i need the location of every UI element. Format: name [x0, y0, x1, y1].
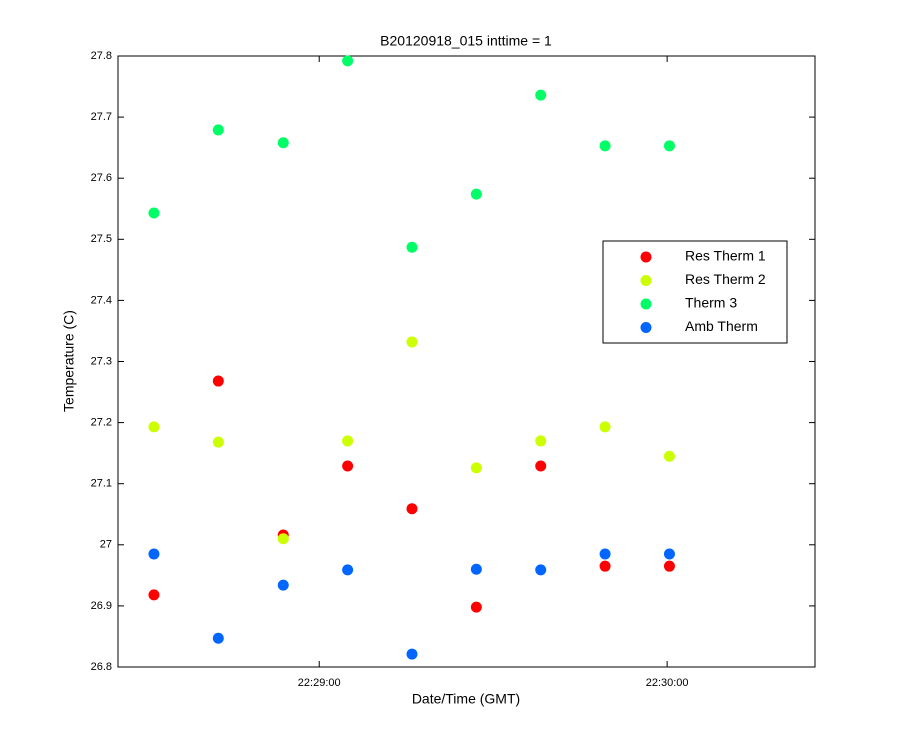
- y-tick-label: 27.2: [91, 417, 112, 429]
- point: [212, 375, 224, 387]
- y-tick-label: 26.9: [91, 600, 112, 612]
- legend-swatch: [640, 251, 652, 263]
- point: [470, 462, 482, 474]
- point: [470, 563, 482, 575]
- chart-title: B20120918_015 inttime = 1: [380, 33, 552, 49]
- y-tick-label: 27.7: [91, 111, 112, 123]
- point: [342, 564, 354, 576]
- point: [535, 435, 547, 447]
- plot-area: [117, 55, 816, 668]
- point: [535, 460, 547, 472]
- y-tick-label: 27: [100, 539, 112, 551]
- y-tick-label: 26.8: [91, 661, 112, 673]
- point: [599, 548, 611, 560]
- y-tick-label: 27.4: [91, 294, 112, 306]
- legend-swatch: [640, 322, 652, 333]
- point: [663, 140, 675, 152]
- point: [406, 503, 418, 515]
- legend-box: [602, 240, 788, 344]
- y-tick-label: 27.8: [91, 50, 112, 62]
- point: [212, 632, 224, 644]
- point: [663, 560, 675, 572]
- point: [535, 564, 547, 576]
- point: [470, 188, 482, 200]
- point: [599, 421, 611, 433]
- point: [148, 207, 160, 219]
- point: [535, 89, 547, 101]
- y-tick-label: 27.6: [91, 172, 112, 184]
- legend-label: Amb Therm: [685, 318, 758, 334]
- point: [277, 533, 289, 545]
- legend-label: Res Therm 1: [685, 248, 766, 264]
- point: [663, 450, 675, 462]
- legend-label: Res Therm 2: [685, 271, 766, 287]
- point: [406, 336, 418, 348]
- point: [148, 421, 160, 433]
- point: [212, 436, 224, 448]
- y-tick-label: 27.1: [91, 478, 112, 490]
- legend-label: Therm 3: [685, 295, 737, 311]
- point: [277, 579, 289, 591]
- point: [212, 124, 224, 136]
- y-axis-label: Temperature (C): [61, 310, 77, 412]
- x-tick-label: 22:29:00: [298, 677, 341, 689]
- point: [148, 548, 160, 560]
- point: [470, 601, 482, 613]
- point: [342, 55, 354, 67]
- point: [148, 589, 160, 601]
- point: [406, 648, 418, 660]
- legend-swatch: [640, 275, 652, 286]
- x-axis-label: Date/Time (GMT): [412, 691, 520, 707]
- point: [342, 460, 354, 472]
- point: [599, 140, 611, 152]
- y-tick-label: 27.5: [91, 233, 112, 245]
- point: [599, 560, 611, 572]
- point: [342, 435, 354, 447]
- point: [663, 548, 675, 560]
- point: [277, 137, 289, 149]
- legend-swatch: [640, 298, 652, 310]
- point: [406, 241, 418, 253]
- y-tick-label: 27.3: [91, 355, 112, 367]
- x-tick-label: 22:30:00: [646, 677, 689, 689]
